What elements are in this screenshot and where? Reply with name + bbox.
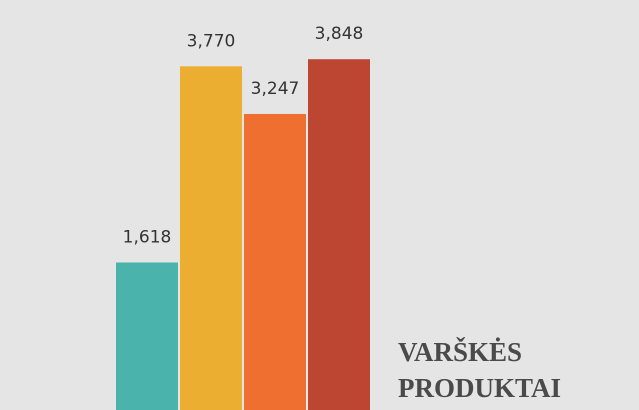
value-label: 3,848 xyxy=(315,24,364,44)
value-label: 1,618 xyxy=(123,227,172,247)
bar xyxy=(180,66,242,410)
bar xyxy=(244,113,306,410)
bar xyxy=(116,262,178,410)
chart-title: VARŠKĖS PRODUKTAI xyxy=(398,337,562,403)
value-label: 3,247 xyxy=(251,79,300,99)
bar xyxy=(308,59,370,410)
value-label: 3,770 xyxy=(187,31,236,51)
